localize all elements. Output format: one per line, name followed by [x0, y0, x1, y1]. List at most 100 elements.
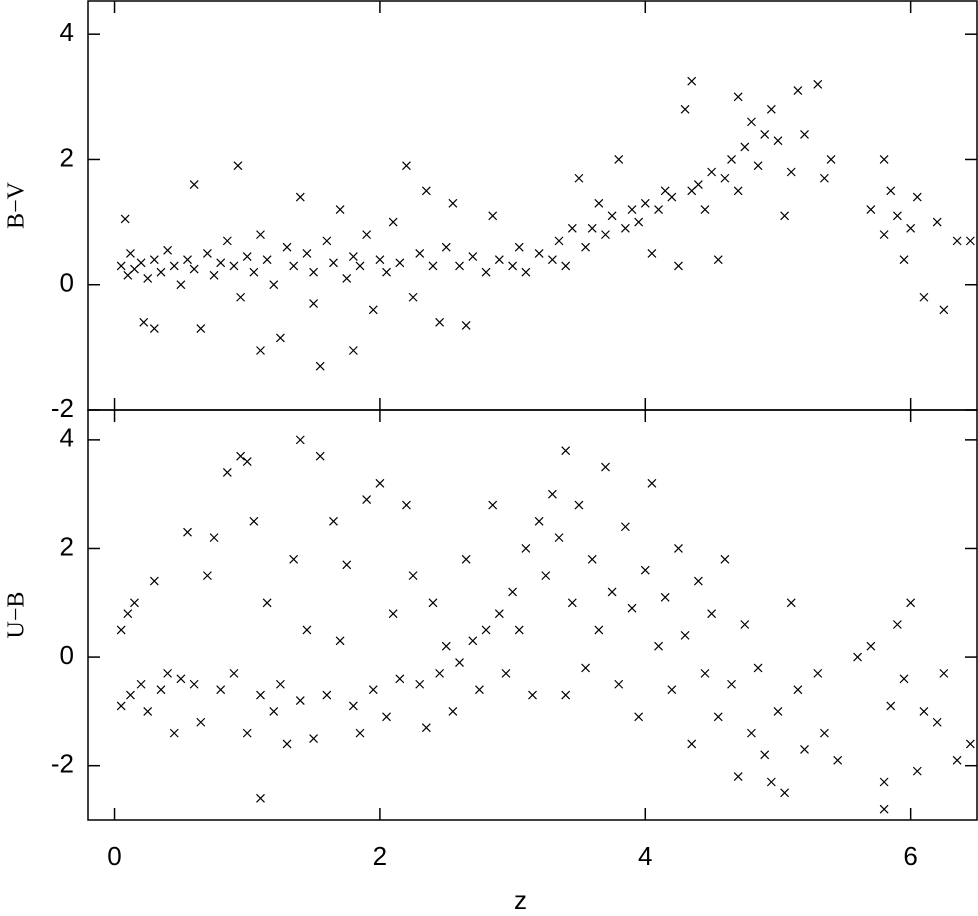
- point: [919, 706, 929, 716]
- point: [813, 668, 823, 678]
- point: [362, 495, 372, 505]
- point: [256, 230, 265, 240]
- point: [826, 155, 836, 164]
- point: [501, 668, 511, 678]
- point: [892, 620, 902, 629]
- point: [813, 79, 823, 89]
- point: [627, 205, 637, 214]
- point: [355, 728, 365, 738]
- x-tick-label: 0: [107, 841, 121, 871]
- point: [116, 625, 126, 635]
- point: [388, 217, 398, 227]
- point: [574, 500, 584, 510]
- point: [269, 706, 279, 716]
- point: [126, 690, 135, 700]
- point: [322, 236, 332, 246]
- y-axis-label: U−B: [4, 592, 30, 639]
- point: [773, 706, 783, 716]
- y-tick-label: 4: [60, 423, 74, 453]
- point: [143, 706, 153, 716]
- point: [156, 267, 166, 277]
- point: [853, 652, 863, 662]
- point: [800, 129, 809, 139]
- point: [375, 478, 385, 488]
- point: [242, 457, 252, 467]
- point: [494, 609, 504, 619]
- point: [126, 248, 135, 258]
- y-tick-label: 2: [60, 531, 74, 561]
- point: [275, 679, 285, 689]
- point: [368, 305, 378, 315]
- point: [335, 636, 345, 646]
- point: [262, 598, 272, 608]
- point: [693, 576, 703, 586]
- point: [514, 242, 524, 252]
- point: [202, 571, 212, 581]
- point: [800, 744, 809, 754]
- point: [819, 173, 829, 183]
- point: [481, 267, 491, 277]
- point: [295, 192, 305, 202]
- point: [256, 690, 265, 700]
- point: [760, 750, 770, 760]
- point: [740, 142, 750, 152]
- point: [932, 217, 942, 227]
- point: [654, 205, 663, 214]
- point: [475, 685, 484, 695]
- point: [561, 446, 571, 456]
- y-tick-label: 4: [60, 17, 74, 47]
- point: [766, 104, 776, 114]
- plot-frame: [87, 0, 978, 411]
- point: [183, 255, 192, 265]
- point: [567, 223, 577, 233]
- point: [753, 161, 763, 171]
- point: [640, 198, 650, 208]
- point: [574, 173, 584, 183]
- point: [362, 230, 372, 240]
- point: [687, 76, 697, 86]
- point: [819, 728, 829, 738]
- point: [116, 261, 126, 271]
- point: [461, 554, 471, 564]
- point: [660, 592, 670, 602]
- point: [256, 793, 265, 803]
- point: [329, 516, 338, 526]
- point: [196, 324, 206, 334]
- point: [355, 261, 365, 271]
- y-tick-label: -2: [51, 749, 74, 779]
- point: [733, 92, 743, 102]
- point: [899, 674, 909, 684]
- point: [368, 685, 378, 695]
- point: [713, 255, 723, 265]
- point: [547, 255, 557, 265]
- point: [130, 598, 139, 608]
- point: [939, 305, 949, 315]
- x-axis-label: z: [514, 885, 527, 915]
- point: [249, 516, 259, 526]
- point: [607, 211, 617, 221]
- point: [282, 739, 292, 749]
- point: [707, 609, 717, 619]
- point: [169, 261, 179, 271]
- point: [435, 668, 445, 678]
- point: [713, 712, 723, 722]
- point: [561, 690, 571, 700]
- point: [886, 186, 896, 196]
- point: [674, 544, 683, 553]
- point: [733, 186, 743, 196]
- point: [309, 299, 318, 308]
- point: [534, 516, 544, 526]
- point: [965, 236, 975, 246]
- point: [488, 211, 498, 221]
- point: [242, 728, 252, 738]
- point: [514, 625, 524, 635]
- point: [727, 155, 736, 164]
- y-tick-label: 2: [60, 142, 74, 172]
- y-axis-label: B−V: [4, 181, 30, 229]
- point: [952, 755, 962, 765]
- point: [906, 598, 916, 608]
- point: [269, 280, 279, 290]
- point: [760, 129, 770, 139]
- point: [382, 712, 391, 722]
